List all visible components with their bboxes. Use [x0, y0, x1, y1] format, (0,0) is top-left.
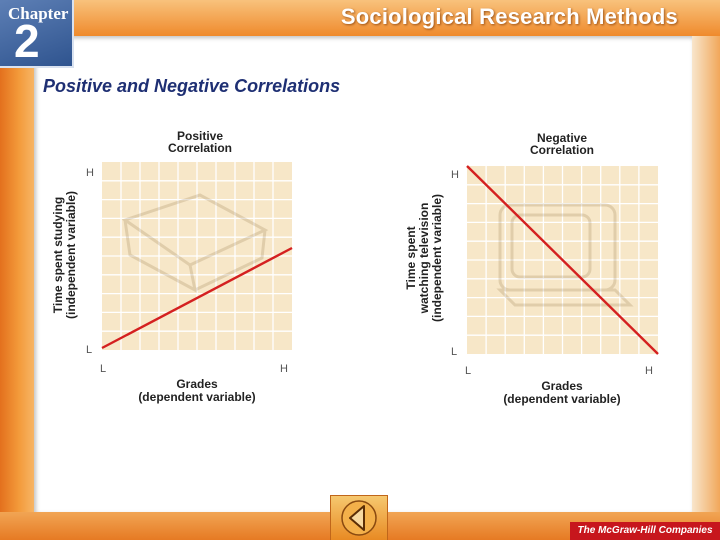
x-low-label: L [465, 365, 471, 377]
y-axis-label-line1: Time spent studying [51, 197, 65, 313]
y-high-label: H [451, 169, 459, 181]
y-axis-label-line2: (independent variable) [64, 191, 78, 319]
tv-illustration [496, 203, 634, 307]
back-button[interactable] [330, 495, 388, 540]
x-high-label: H [645, 365, 653, 377]
x-axis-label-line2: (dependent variable) [503, 392, 620, 406]
header-title: Sociological Research Methods [340, 4, 678, 29]
trend-line [101, 246, 293, 350]
y-axis-label-line3: (independent variable) [430, 194, 444, 322]
chapter-label: Chapter [8, 4, 69, 23]
x-axis-label-line2: (dependent variable) [138, 390, 255, 404]
slide-title: Positive and Negative Correlations [43, 76, 341, 96]
publisher-logo: The McGraw-Hill Companies [570, 522, 720, 540]
chapter-number: 2 [14, 15, 40, 67]
x-axis-label-line1: Grades [176, 377, 218, 391]
y-high-label: H [86, 167, 94, 179]
y-low-label: L [86, 344, 92, 356]
frame-top [0, 0, 720, 36]
book-illustration [121, 193, 269, 293]
x-axis-label-line1: Grades [541, 379, 583, 393]
x-high-label: H [280, 363, 288, 375]
diagram-caption-line2: Correlation [168, 141, 232, 155]
x-low-label: L [100, 363, 106, 375]
back-arrow-icon [341, 500, 377, 536]
frame-left [0, 0, 34, 540]
diagram-caption-line1: Negative [537, 131, 587, 145]
trend-line [466, 165, 659, 355]
chapter-badge: Chapter 2 [0, 0, 74, 68]
y-low-label: L [451, 346, 457, 358]
y-axis-label-line1: Time spent [404, 226, 418, 289]
diagram-caption-line2: Correlation [530, 143, 594, 157]
y-axis-label-line2: watching television [417, 203, 431, 315]
diagram-caption-line1: Positive [177, 129, 223, 143]
frame-right [692, 36, 720, 540]
grid [102, 162, 292, 350]
